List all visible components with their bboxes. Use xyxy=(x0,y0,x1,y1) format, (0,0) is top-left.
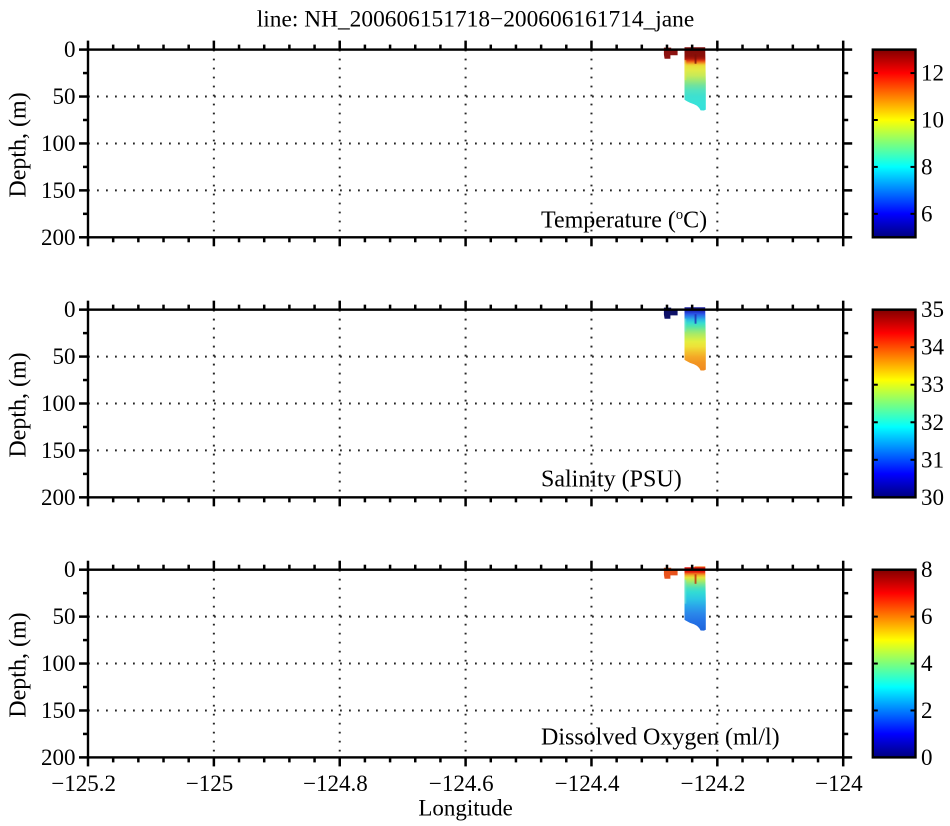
svg-text:−124.2: −124.2 xyxy=(681,771,746,796)
svg-text:Depth, (m): Depth, (m) xyxy=(6,352,32,457)
svg-text:−124.4: −124.4 xyxy=(555,771,620,796)
svg-text:0: 0 xyxy=(64,557,76,582)
svg-text:6: 6 xyxy=(921,201,933,226)
svg-text:200: 200 xyxy=(41,485,76,510)
svg-text:−124.8: −124.8 xyxy=(303,771,368,796)
svg-text:−124.6: −124.6 xyxy=(429,771,494,796)
svg-text:33: 33 xyxy=(921,372,944,397)
svg-text:35: 35 xyxy=(921,297,944,322)
svg-text:10: 10 xyxy=(921,107,944,132)
svg-text:−124: −124 xyxy=(815,771,863,796)
svg-text:50: 50 xyxy=(53,604,76,629)
svg-text:34: 34 xyxy=(921,335,945,360)
svg-text:Dissolved Oxygen (ml/l): Dissolved Oxygen (ml/l) xyxy=(541,725,780,751)
svg-text:0: 0 xyxy=(64,297,76,322)
svg-text:0: 0 xyxy=(64,37,76,62)
svg-text:150: 150 xyxy=(41,178,76,203)
svg-text:30: 30 xyxy=(921,485,944,510)
svg-text:0: 0 xyxy=(921,745,933,770)
svg-text:Longitude: Longitude xyxy=(418,796,513,821)
svg-text:150: 150 xyxy=(41,698,76,723)
svg-text:8: 8 xyxy=(921,557,933,582)
svg-text:Temperature (oC): Temperature (oC) xyxy=(541,207,707,234)
svg-text:200: 200 xyxy=(41,225,76,250)
svg-text:32: 32 xyxy=(921,410,944,435)
svg-text:4: 4 xyxy=(921,651,933,676)
svg-text:50: 50 xyxy=(53,84,76,109)
svg-text:−125.2: −125.2 xyxy=(51,771,116,796)
svg-text:2: 2 xyxy=(921,698,933,723)
svg-text:50: 50 xyxy=(53,344,76,369)
svg-text:12: 12 xyxy=(921,61,944,86)
svg-text:100: 100 xyxy=(41,391,76,416)
svg-text:200: 200 xyxy=(41,745,76,770)
svg-text:6: 6 xyxy=(921,604,933,629)
svg-text:−125: −125 xyxy=(186,771,233,796)
svg-text:100: 100 xyxy=(41,131,76,156)
svg-text:150: 150 xyxy=(41,438,76,463)
svg-text:100: 100 xyxy=(41,651,76,676)
svg-text:line: NH_200606151718−20060616: line: NH_200606151718−200606161714_jane xyxy=(257,7,694,33)
svg-text:31: 31 xyxy=(921,447,944,472)
svg-text:8: 8 xyxy=(921,154,933,179)
svg-text:Depth, (m): Depth, (m) xyxy=(6,92,32,197)
svg-text:Salinity (PSU): Salinity (PSU) xyxy=(541,467,682,493)
svg-text:Depth, (m): Depth, (m) xyxy=(6,612,32,717)
